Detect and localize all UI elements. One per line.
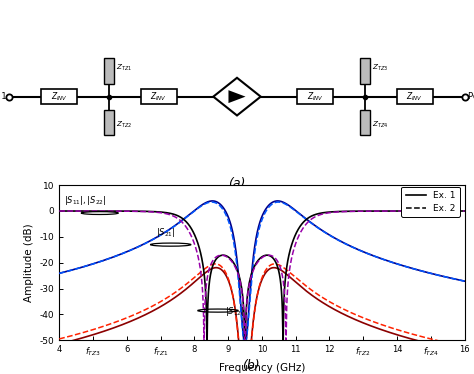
Bar (104, 58, 114, 84)
Text: $|S_{21}|$: $|S_{21}|$ (155, 226, 175, 239)
Polygon shape (228, 90, 246, 103)
Bar (360, 110, 370, 135)
Bar (298, 89, 333, 104)
Text: (b): (b) (242, 359, 260, 372)
Bar (104, 110, 114, 135)
Legend: Ex. 1, Ex. 2: Ex. 1, Ex. 2 (401, 187, 460, 217)
Text: (a): (a) (228, 177, 246, 190)
Text: $Z_{TZ4}$: $Z_{TZ4}$ (372, 120, 388, 130)
X-axis label: Frequency (GHz): Frequency (GHz) (219, 363, 305, 373)
Text: $Z_{INV}$: $Z_{INV}$ (307, 91, 324, 103)
Text: $Z_{INV}$: $Z_{INV}$ (51, 91, 68, 103)
Bar (141, 89, 176, 104)
Text: $Z_{TZ1}$: $Z_{TZ1}$ (116, 63, 132, 73)
Text: Port 2: Port 2 (468, 92, 474, 101)
Bar (42, 89, 77, 104)
Text: $Z_{TZ3}$: $Z_{TZ3}$ (372, 63, 388, 73)
Text: $Z_{TZ2}$: $Z_{TZ2}$ (116, 120, 132, 130)
Polygon shape (213, 78, 261, 116)
Bar (397, 89, 432, 104)
Text: $|S_{12}|$: $|S_{12}|$ (225, 305, 244, 318)
Text: $Z_{INV}$: $Z_{INV}$ (406, 91, 423, 103)
Y-axis label: Amplitude (dB): Amplitude (dB) (24, 223, 34, 302)
Bar (360, 58, 370, 84)
Text: $Z_{INV}$: $Z_{INV}$ (150, 91, 167, 103)
Text: $|S_{11}|,|S_{22}|$: $|S_{11}|,|S_{22}|$ (64, 194, 107, 207)
Text: Port 1: Port 1 (0, 92, 6, 101)
